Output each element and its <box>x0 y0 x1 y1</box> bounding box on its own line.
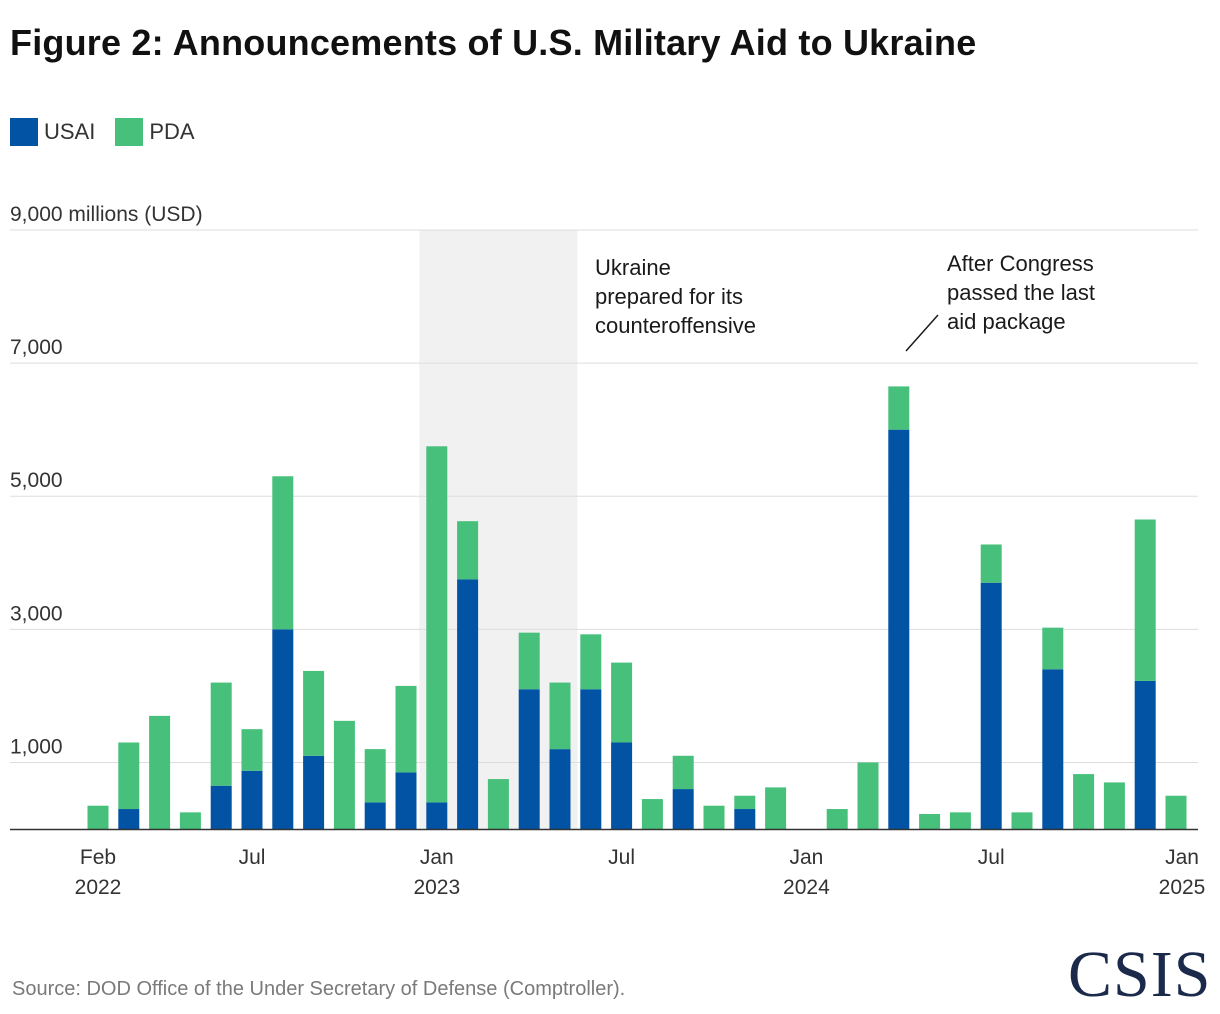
chart-legend: USAI PDA <box>10 118 195 146</box>
x-tick-year-label: 2025 <box>1159 876 1206 899</box>
bar-pda-oct-2024 <box>1073 774 1095 829</box>
x-tick-label: Feb <box>80 846 116 869</box>
x-tick-label: Jan <box>420 846 454 869</box>
bar-usai-aug-2022 <box>272 629 294 829</box>
bar-pda-nov-2022 <box>364 749 386 803</box>
bar-pda-apr-2022 <box>149 715 171 829</box>
bar-usai-feb-2023 <box>457 579 479 829</box>
bar-pda-mar-2023 <box>487 779 509 829</box>
y-tick-label: 1,000 <box>10 735 63 758</box>
x-tick-label: Jul <box>239 846 266 869</box>
bar-pda-jul-2023 <box>611 662 633 743</box>
bar-usai-jan-2023 <box>426 802 448 829</box>
bar-pda-nov-2023 <box>734 795 756 810</box>
bar-usai-dec-2024 <box>1134 680 1156 829</box>
bar-pda-dec-2022 <box>395 685 417 773</box>
bar-pda-jan-2025 <box>1165 795 1187 829</box>
bar-pda-jul-2022 <box>241 729 263 771</box>
bar-usai-jul-2022 <box>241 770 263 829</box>
y-tick-label: 7,000 <box>10 336 63 359</box>
bar-pda-feb-2024 <box>826 809 848 829</box>
legend-swatch-usai <box>10 118 38 146</box>
bar-usai-jul-2024 <box>980 582 1002 829</box>
bar-usai-nov-2023 <box>734 809 756 829</box>
bar-usai-nov-2022 <box>364 802 386 829</box>
bar-pda-dec-2023 <box>765 787 787 829</box>
bar-pda-mar-2024 <box>857 762 879 829</box>
x-tick-label: Jul <box>978 846 1005 869</box>
bar-pda-sep-2023 <box>672 755 694 790</box>
chart-title: Figure 2: Announcements of U.S. Military… <box>10 22 977 63</box>
bar-pda-jun-2023 <box>580 634 602 690</box>
bar-pda-oct-2022 <box>333 720 355 829</box>
annotation-counteroffensive-line: Ukraine <box>595 255 671 280</box>
y-tick-label: 5,000 <box>10 469 63 492</box>
bar-pda-jun-2022 <box>210 682 232 786</box>
bar-pda-jan-2023 <box>426 446 448 803</box>
bar-pda-jun-2024 <box>949 812 971 829</box>
bar-usai-dec-2022 <box>395 772 417 829</box>
bar-pda-oct-2023 <box>703 805 725 829</box>
legend-item-usai: USAI <box>10 118 95 146</box>
x-tick-label: Jan <box>1165 846 1199 869</box>
x-tick-year-label: 2023 <box>413 876 460 899</box>
legend-item-pda: PDA <box>115 118 195 146</box>
annotation-congress-line: aid package <box>947 309 1066 334</box>
bar-usai-jun-2022 <box>210 785 232 829</box>
x-tick-year-label: 2022 <box>75 876 122 899</box>
x-tick-label: Jan <box>789 846 823 869</box>
bar-usai-sep-2024 <box>1042 669 1064 829</box>
bar-usai-may-2023 <box>549 749 571 829</box>
bar-pda-mar-2022 <box>118 742 140 810</box>
y-tick-label: 9,000 millions (USD) <box>10 203 203 226</box>
annotation-counteroffensive-line: counteroffensive <box>595 313 756 338</box>
annotation-counteroffensive-line: prepared for its <box>595 284 743 309</box>
source-note: Source: DOD Office of the Under Secretar… <box>12 978 626 1000</box>
bar-usai-jun-2023 <box>580 689 602 829</box>
bar-pda-apr-2024 <box>888 386 910 430</box>
bar-usai-sep-2023 <box>672 789 694 829</box>
legend-label-usai: USAI <box>44 119 96 144</box>
bar-pda-sep-2022 <box>303 670 325 756</box>
bar-pda-nov-2024 <box>1103 782 1125 829</box>
csis-logo: CSIS <box>1068 938 1212 1011</box>
bar-pda-aug-2023 <box>641 799 663 829</box>
bar-usai-mar-2022 <box>118 809 140 829</box>
x-tick-year-label: 2024 <box>783 876 830 899</box>
bar-usai-apr-2023 <box>518 689 540 829</box>
bar-pda-may-2023 <box>549 682 571 750</box>
bar-pda-apr-2023 <box>518 632 540 690</box>
bar-pda-dec-2024 <box>1134 519 1156 681</box>
bar-pda-may-2024 <box>919 814 941 829</box>
bar-pda-jul-2024 <box>980 544 1002 583</box>
bar-pda-feb-2022 <box>87 805 109 829</box>
bar-usai-apr-2024 <box>888 429 910 829</box>
annotation-congress-leader-line <box>905 314 939 352</box>
legend-label-pda: PDA <box>149 119 195 144</box>
bar-pda-sep-2024 <box>1042 627 1064 670</box>
bar-pda-aug-2022 <box>272 476 294 630</box>
bar-pda-may-2022 <box>179 812 201 829</box>
annotation-congress-line: passed the last <box>947 280 1095 305</box>
bar-usai-sep-2022 <box>303 755 325 829</box>
annotation-congress-line: After Congress <box>947 251 1094 276</box>
legend-swatch-pda <box>115 118 144 146</box>
y-tick-label: 3,000 <box>10 602 63 625</box>
bar-pda-feb-2023 <box>457 521 479 580</box>
bar-usai-jul-2023 <box>611 742 633 829</box>
bar-pda-aug-2024 <box>1011 812 1033 829</box>
x-tick-label: Jul <box>608 846 635 869</box>
